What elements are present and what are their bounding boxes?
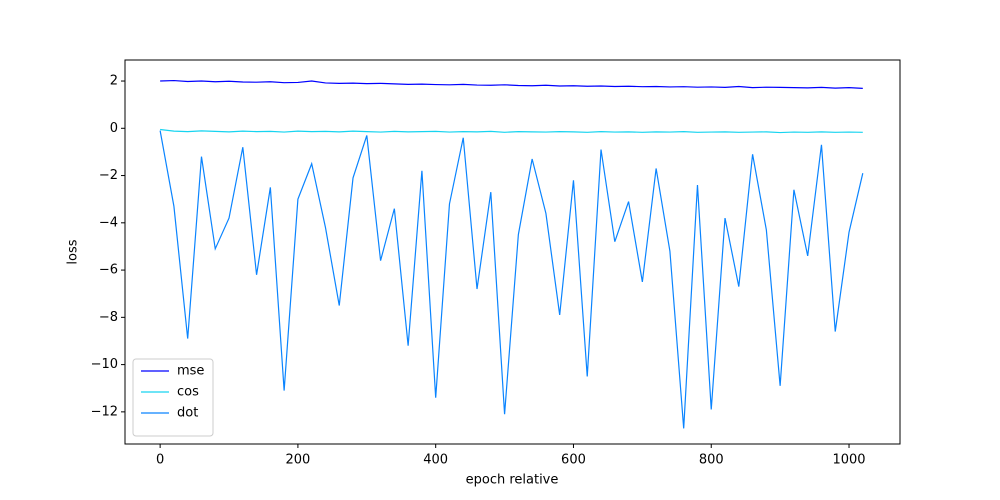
legend-label: cos	[177, 385, 199, 400]
y-tick-label: −8	[99, 310, 118, 325]
y-axis-label: loss	[66, 239, 81, 264]
plot-frame	[124, 59, 901, 445]
y-tick-label: 2	[110, 74, 118, 89]
y-tick-label: −4	[99, 215, 118, 230]
x-tick-label: 200	[285, 453, 310, 468]
legend: mse cos dot	[132, 358, 214, 437]
y-tick-label: −6	[99, 263, 118, 278]
legend-label: dot	[177, 406, 198, 421]
x-tick-label: 400	[423, 453, 448, 468]
x-tick-label: 1000	[832, 453, 865, 468]
x-tick-label: 600	[561, 453, 586, 468]
x-axis-label: epoch relative	[466, 473, 559, 488]
y-tick-label: −12	[91, 404, 118, 419]
series-line	[160, 128, 863, 134]
series-line	[159, 130, 864, 429]
series-line	[160, 79, 863, 89]
legend-box	[132, 358, 214, 437]
legend-label: mse	[177, 364, 204, 379]
x-tick-label: 0	[156, 453, 164, 468]
x-tick-label: 800	[699, 453, 724, 468]
y-tick-label: −10	[91, 357, 118, 372]
y-tick-label: 0	[110, 121, 118, 136]
y-tick-label: −2	[99, 168, 118, 183]
